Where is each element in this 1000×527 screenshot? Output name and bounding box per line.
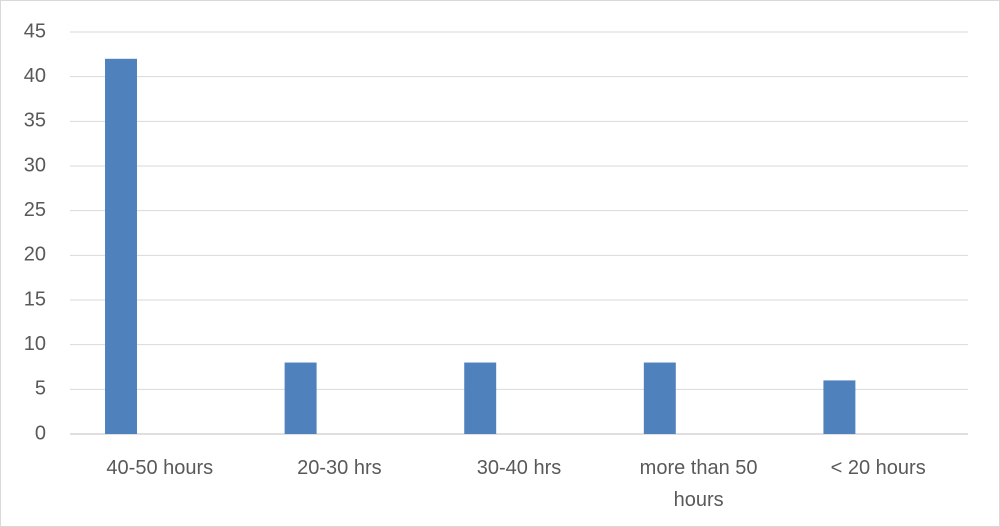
- y-tick-label: 0: [35, 422, 46, 444]
- bar: [464, 362, 497, 434]
- y-tick-label: 25: [24, 199, 46, 221]
- y-tick-label: 5: [35, 378, 46, 400]
- x-tick-label: 40-50 hours: [106, 457, 214, 479]
- x-tick-label: < 20 hours: [830, 457, 926, 479]
- y-tick-label: 10: [24, 333, 46, 355]
- y-tick-label: 30: [24, 154, 46, 176]
- bar: [643, 362, 676, 434]
- x-tick-label: 30-40 hrs: [476, 457, 562, 479]
- y-tick-label: 35: [24, 110, 46, 132]
- bar: [105, 58, 137, 435]
- y-tick-label: 20: [24, 244, 46, 266]
- bar: [284, 362, 317, 434]
- y-tick-label: 40: [24, 65, 46, 87]
- x-tick-label: more than 50 hours: [639, 457, 758, 511]
- y-tick-label: 15: [24, 288, 46, 310]
- y-tick-label: 45: [24, 20, 46, 42]
- bar: [823, 380, 856, 434]
- x-tick-label: 20-30 hrs: [297, 457, 382, 479]
